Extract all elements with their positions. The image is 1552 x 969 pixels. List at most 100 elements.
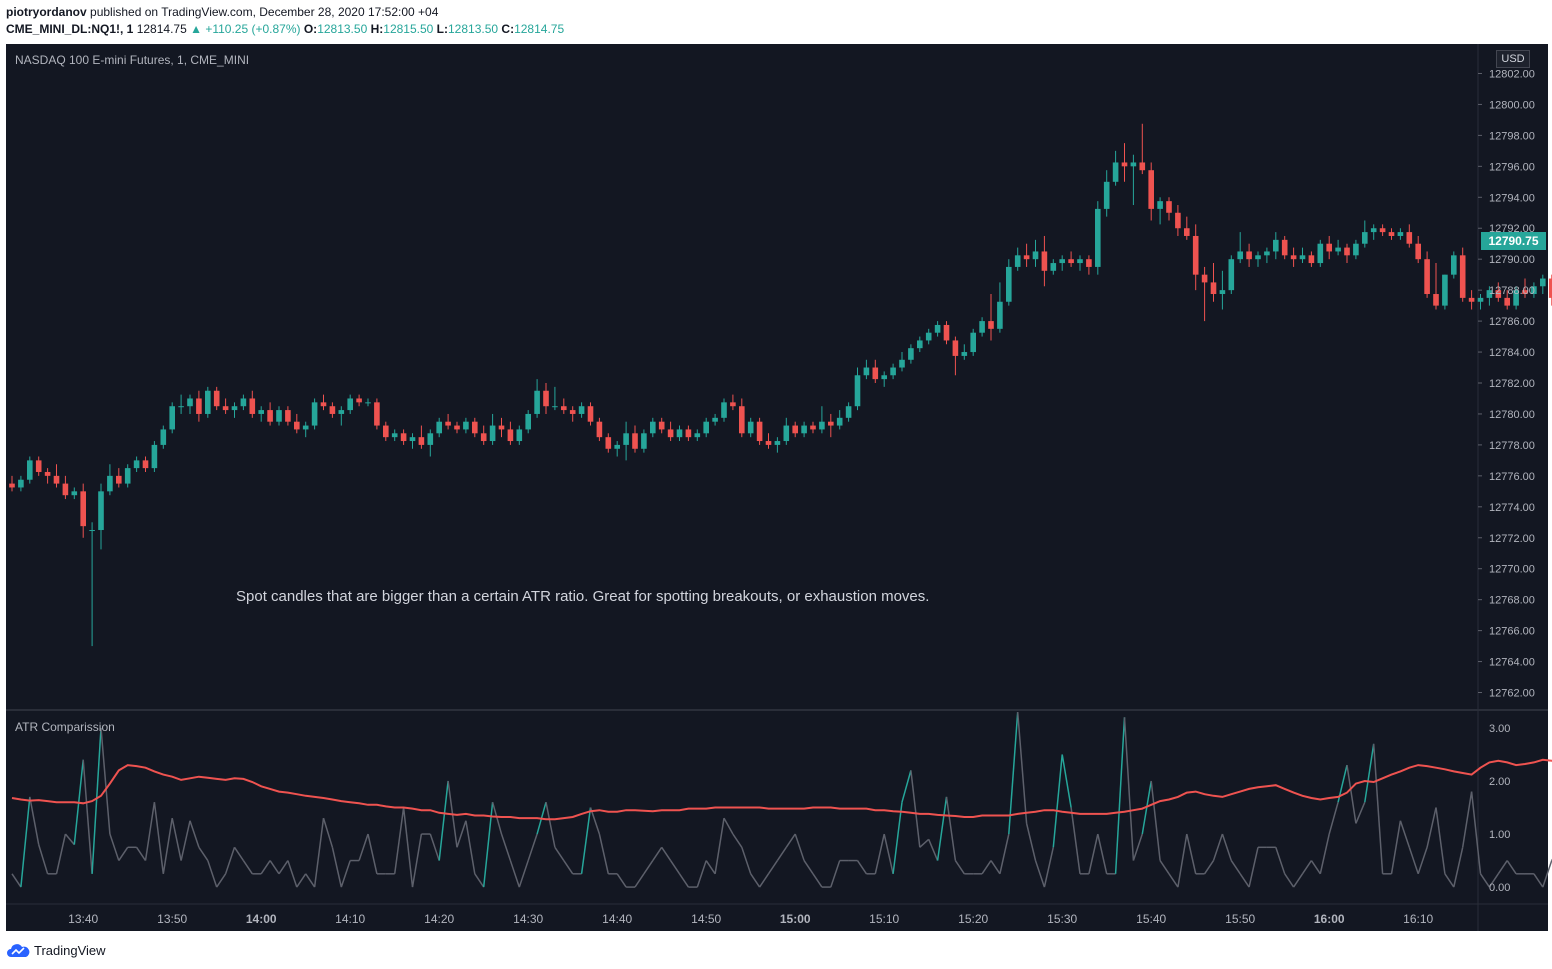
atr-ratio-segment <box>1310 860 1321 875</box>
candle-body <box>409 437 416 442</box>
candle-body <box>35 460 42 472</box>
candle-body <box>356 398 362 403</box>
candle-body <box>1451 255 1457 275</box>
atr-ratio-segment <box>189 820 200 848</box>
atr-ratio-segment <box>465 820 476 874</box>
tradingview-cloud-icon[interactable] <box>6 944 30 958</box>
price-tick-label: 12802.00 <box>1489 68 1535 80</box>
price-tick-label: 12798.00 <box>1489 130 1535 142</box>
candle-body <box>294 421 300 430</box>
candle-body <box>213 390 220 407</box>
atr-ratio-segment <box>1390 820 1402 874</box>
candle-body <box>925 332 932 341</box>
atr-ratio-segment <box>936 796 948 861</box>
atr-ratio-segment <box>500 833 512 861</box>
candle-body <box>1023 255 1030 260</box>
candle-body <box>472 421 478 434</box>
atr-ratio-segment <box>491 801 503 835</box>
atr-ratio-segment <box>1168 873 1179 888</box>
atr-ratio-segment <box>1292 873 1304 888</box>
time-tick-label: 15:10 <box>869 912 899 926</box>
atr-ratio-segment <box>269 860 280 875</box>
atr-ratio-segment <box>1426 807 1437 848</box>
atr-ratio-segment <box>278 860 289 875</box>
candle-body <box>302 425 309 430</box>
candle-body <box>1228 259 1235 291</box>
candle-body <box>863 367 870 376</box>
candle-body <box>917 340 923 349</box>
atr-ratio-segment <box>785 833 796 848</box>
candle-body <box>383 425 389 438</box>
price-tick-label: 12780.00 <box>1489 409 1535 421</box>
currency-badge[interactable]: USD <box>1496 50 1530 68</box>
candle-body <box>1014 255 1021 267</box>
atr-ratio-segment <box>1506 860 1517 875</box>
candle-body <box>632 433 638 449</box>
atr-ratio-segment <box>1444 873 1455 888</box>
price-tick-label: 12764.00 <box>1489 657 1535 669</box>
atr-ratio-segment <box>1016 711 1028 824</box>
atr-ratio-segment <box>990 860 1001 875</box>
atr-lines <box>11 711 1552 888</box>
atr-ratio-segment <box>892 802 903 874</box>
atr-ratio-segment <box>162 817 173 874</box>
author-name[interactable]: piotryordanov <box>6 5 87 19</box>
candle-body <box>1219 290 1226 295</box>
candle-body <box>89 530 95 532</box>
atr-ratio-segment <box>981 860 992 875</box>
atr-ratio-segment <box>20 796 31 888</box>
atr-ratio-segment <box>563 860 574 875</box>
low-label: L: <box>436 22 448 36</box>
atr-ratio-segment <box>741 847 752 875</box>
candle-body <box>819 421 825 430</box>
candle-body <box>320 402 327 407</box>
atr-ratio-segment <box>216 873 227 888</box>
candle-body <box>1130 162 1137 167</box>
tradingview-brand[interactable]: TradingView <box>34 943 106 958</box>
candle-body <box>9 483 15 488</box>
candle-body <box>507 429 514 442</box>
atr-ratio-segment <box>171 817 182 861</box>
atr-ratio-segment <box>144 802 156 861</box>
candle-body <box>1379 228 1386 233</box>
candle-body <box>792 425 798 434</box>
atr-ratio-segment <box>1408 847 1419 875</box>
candle-body <box>18 479 24 488</box>
candle-body <box>1308 255 1315 264</box>
candle-body <box>436 421 442 434</box>
atr-tick-label: 2.00 <box>1489 776 1510 788</box>
candle-body <box>249 398 256 414</box>
chart-frame[interactable] <box>6 44 1548 931</box>
candle-body <box>169 406 175 430</box>
candle-body <box>774 441 781 445</box>
candle-body <box>1397 232 1404 236</box>
atr-ratio-segment <box>1364 743 1375 803</box>
atr-ratio-segment <box>527 833 538 861</box>
time-tick-label: 14:20 <box>424 912 454 926</box>
symbol-name: CME_MINI_DL:NQ1!, 1 <box>6 22 134 36</box>
candle-body <box>810 425 816 430</box>
atr-ratio-segment <box>874 833 885 874</box>
candle-body <box>525 413 531 430</box>
candle-body <box>1540 278 1546 287</box>
candle-body <box>1459 255 1466 298</box>
atr-ratio-segment <box>1212 833 1224 861</box>
atr-ratio-segment <box>945 796 957 861</box>
candle-body <box>160 429 167 445</box>
atr-pane-title: ATR Comparission <box>15 720 115 734</box>
atr-ratio-segment <box>758 873 770 888</box>
candle-body <box>1192 235 1199 275</box>
candle-body <box>196 398 202 414</box>
atr-ratio-segment <box>518 860 529 888</box>
time-tick-label: 14:40 <box>602 912 632 926</box>
candle-body <box>1495 290 1502 298</box>
candle-body <box>142 460 149 469</box>
atr-ratio-segment <box>358 833 369 861</box>
time-tick-label: 14:50 <box>691 912 721 926</box>
candle-body <box>1041 251 1048 271</box>
candle-body <box>53 475 60 484</box>
atr-ratio-segment <box>1399 820 1411 848</box>
candle-body <box>1504 297 1510 306</box>
candle-body <box>1157 201 1163 209</box>
